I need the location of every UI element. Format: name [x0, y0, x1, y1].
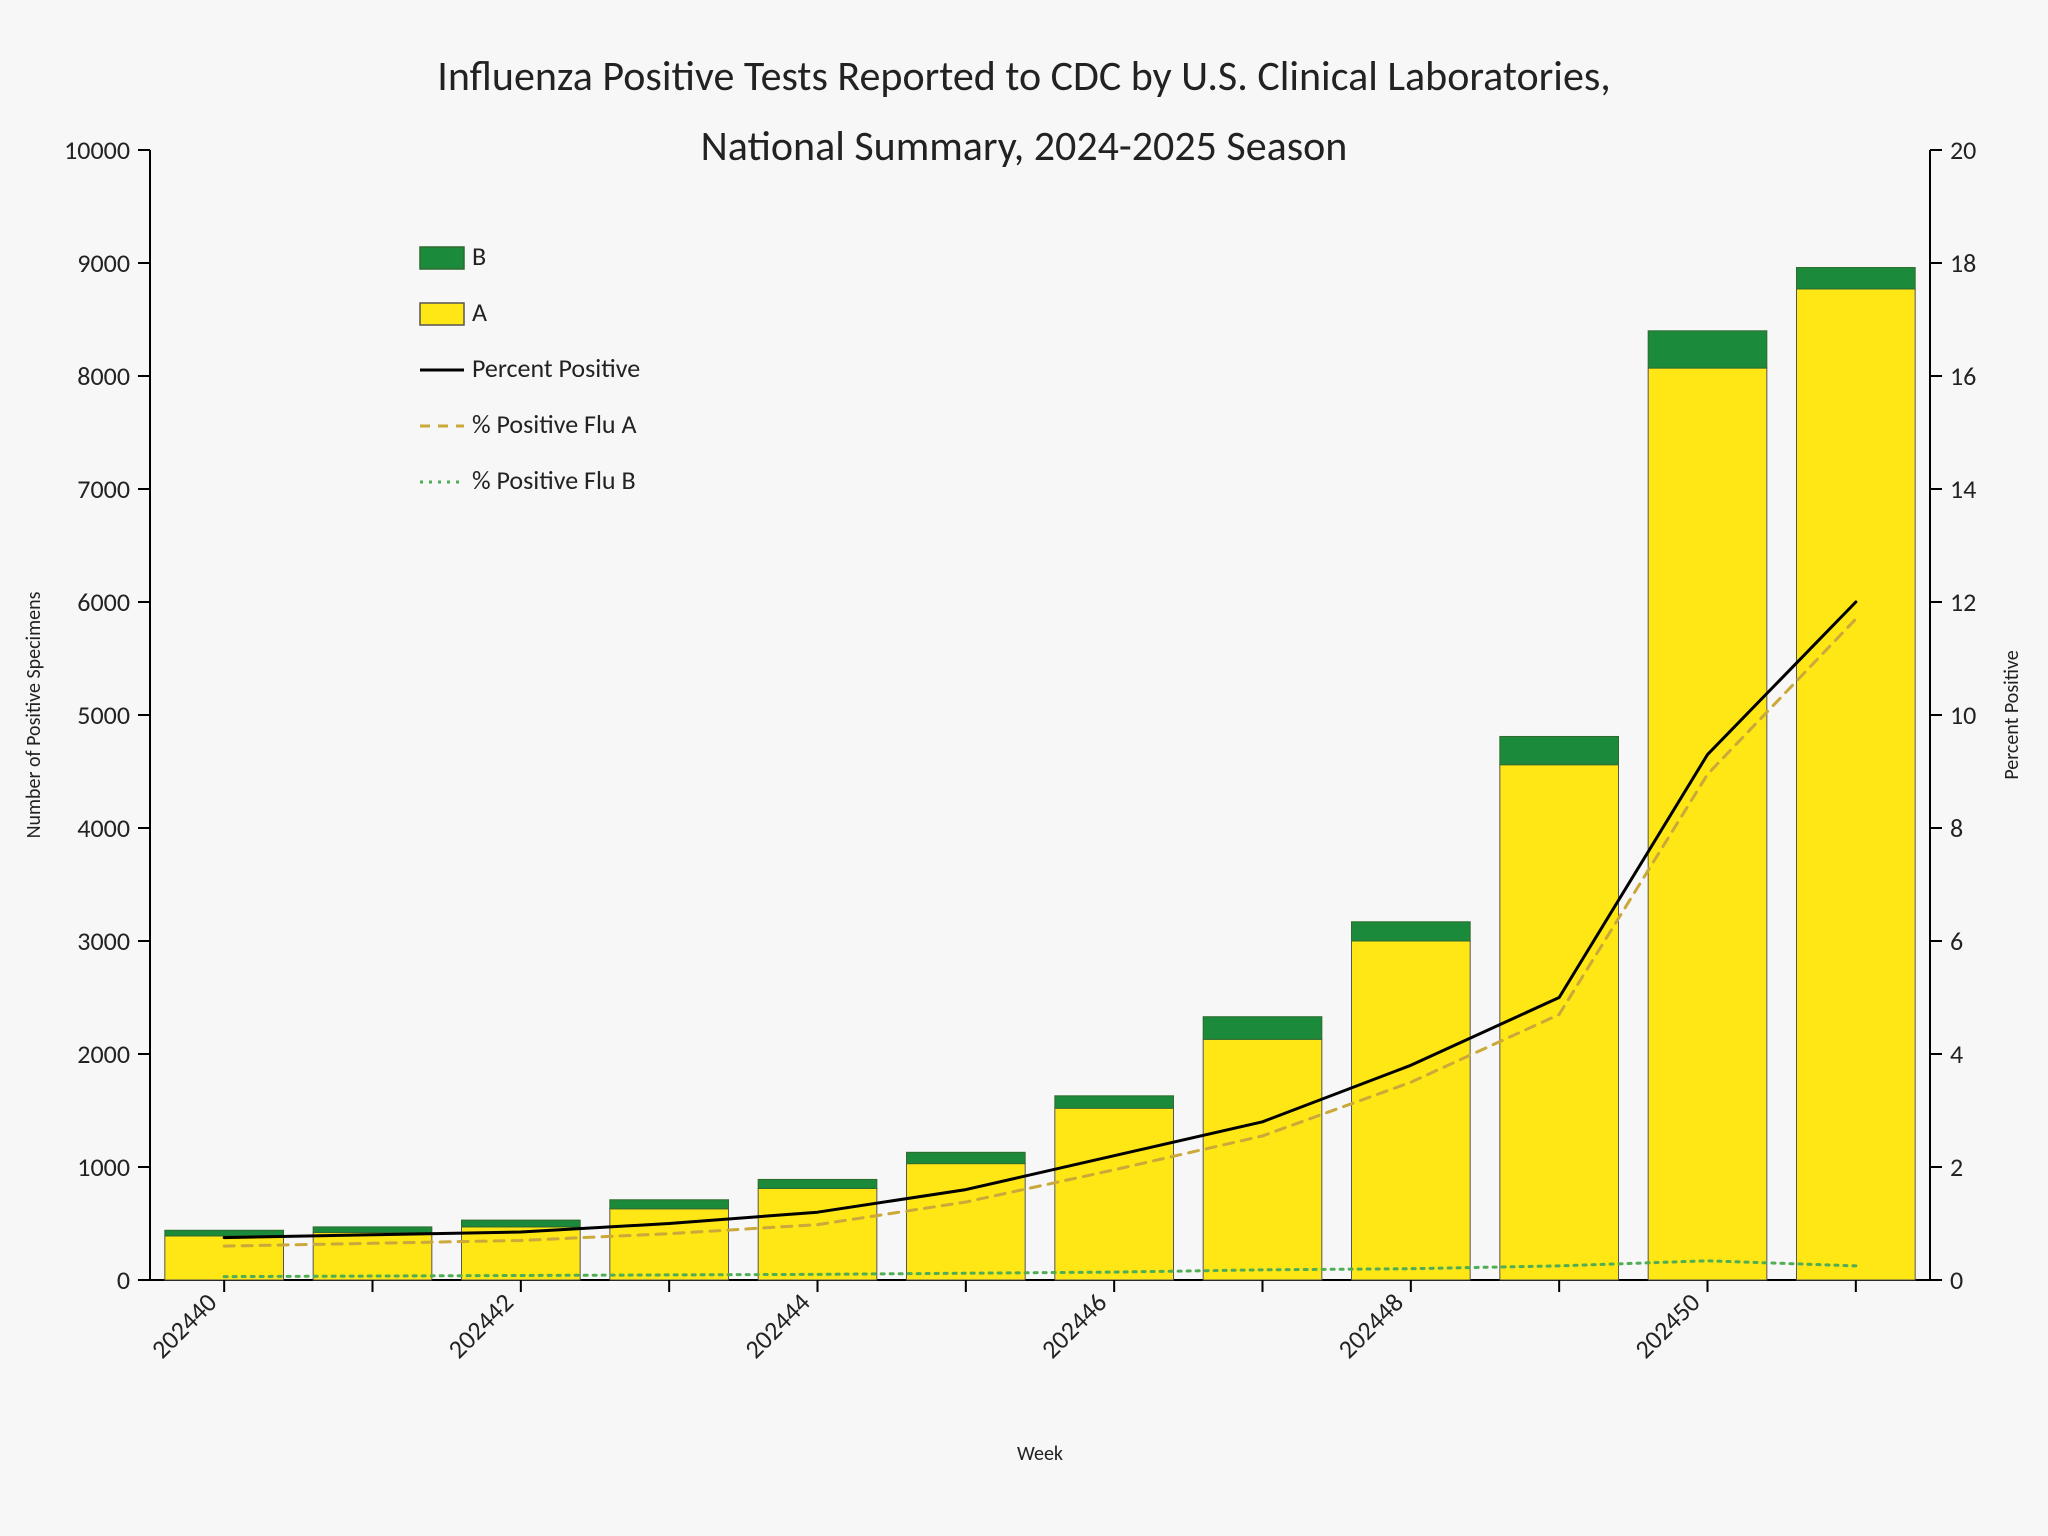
bar-flu-b [907, 1152, 1026, 1163]
bar-flu-a [1797, 289, 1916, 1280]
y-right-ticklabel: 6 [1950, 925, 1963, 957]
y-right-ticklabel: 4 [1950, 1038, 1963, 1070]
chart-container: Influenza Positive Tests Reported to CDC… [0, 0, 2048, 1536]
bar-flu-a [462, 1227, 581, 1280]
y-right-ticklabel: 20 [1950, 134, 1976, 166]
y-right-label: Percent Positive [2000, 650, 2024, 779]
bar-flu-a [1352, 941, 1471, 1280]
y-right-ticklabel: 8 [1950, 812, 1963, 844]
x-label: Week [1017, 1442, 1063, 1466]
bar-flu-b [1203, 1017, 1322, 1040]
bar-flu-b [758, 1179, 877, 1188]
y-right-ticklabel: 0 [1950, 1264, 1963, 1296]
y-left-ticklabel: 10000 [64, 134, 130, 166]
legend-swatch [420, 303, 464, 325]
bar-flu-a [313, 1233, 432, 1280]
bar-flu-a [1203, 1039, 1322, 1280]
bar-flu-b [1648, 331, 1767, 368]
legend-label: % Positive Flu A [472, 408, 637, 440]
legend-swatch [420, 247, 464, 269]
title-line1: Influenza Positive Tests Reported to CDC… [437, 51, 1611, 102]
legend-label: A [472, 296, 487, 328]
y-left-ticklabel: 1000 [77, 1151, 130, 1183]
bar-flu-b [313, 1227, 432, 1233]
y-left-ticklabel: 4000 [77, 812, 130, 844]
bar-flu-b [1500, 736, 1619, 764]
title-line2: National Summary, 2024-2025 Season [701, 121, 1348, 172]
bar-flu-b [1352, 922, 1471, 941]
legend-label: B [472, 240, 486, 272]
bar-flu-b [165, 1230, 284, 1236]
y-left-ticklabel: 3000 [77, 925, 130, 957]
y-left-ticklabel: 6000 [77, 586, 130, 618]
y-left-ticklabel: 5000 [77, 699, 130, 731]
bar-flu-a [758, 1188, 877, 1280]
chart-svg: Influenza Positive Tests Reported to CDC… [0, 0, 2048, 1536]
y-right-ticklabel: 12 [1950, 586, 1976, 618]
bar-flu-a [165, 1236, 284, 1280]
y-left-ticklabel: 2000 [77, 1038, 130, 1070]
y-right-ticklabel: 16 [1950, 360, 1976, 392]
y-right-ticklabel: 18 [1950, 247, 1976, 279]
y-left-ticklabel: 8000 [77, 360, 130, 392]
bar-flu-b [462, 1220, 581, 1227]
legend-label: % Positive Flu B [472, 464, 636, 496]
bar-flu-b [1055, 1096, 1174, 1108]
legend-label: Percent Positive [472, 352, 640, 384]
y-left-ticklabel: 9000 [77, 247, 130, 279]
bar-flu-b [610, 1200, 729, 1209]
y-left-label: Number of Positive Specimens [22, 591, 46, 838]
y-right-ticklabel: 2 [1950, 1151, 1963, 1183]
bar-flu-a [1055, 1108, 1174, 1280]
bar-flu-a [1500, 765, 1619, 1280]
y-right-ticklabel: 14 [1950, 473, 1976, 505]
bar-flu-b [1797, 268, 1916, 289]
y-right-ticklabel: 10 [1950, 699, 1976, 731]
y-left-ticklabel: 7000 [77, 473, 130, 505]
y-left-ticklabel: 0 [117, 1264, 130, 1296]
